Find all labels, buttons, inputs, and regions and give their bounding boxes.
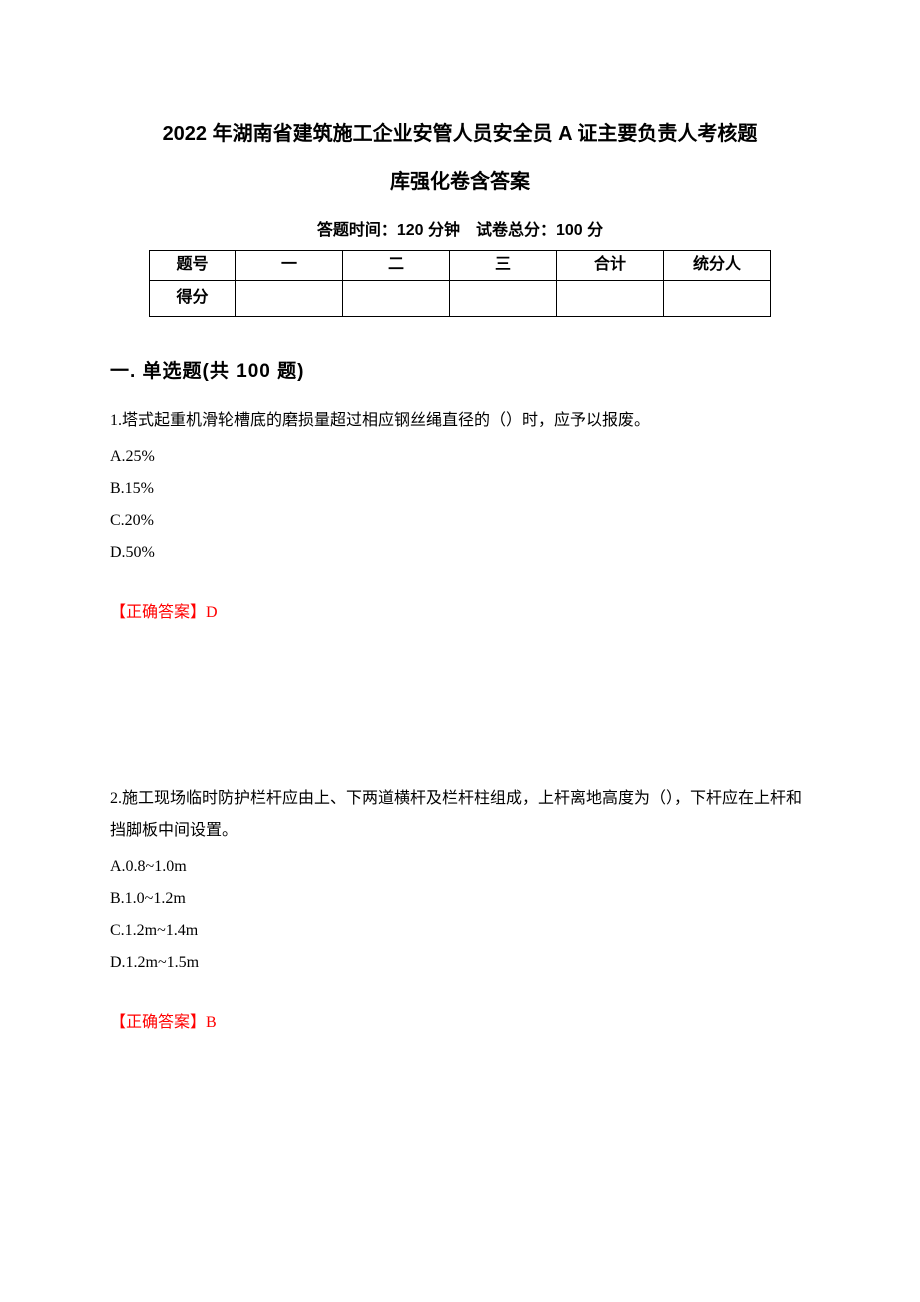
score-cell [343, 280, 450, 316]
score-cell [664, 280, 771, 316]
option: B.1.0~1.2m [110, 883, 810, 915]
table-row: 题号 一 二 三 合计 统分人 [150, 250, 771, 280]
question-block: 1.塔式起重机滑轮槽底的磨损量超过相应钢丝绳直径的（）时，应予以报废。 A.25… [110, 405, 810, 629]
question-block: 2.施工现场临时防护栏杆应由上、下两道横杆及栏杆柱组成，上杆离地高度为（），下杆… [110, 783, 810, 1039]
spacer [110, 653, 810, 783]
exam-title-line2: 库强化卷含答案 [110, 158, 810, 206]
option: D.50% [110, 537, 810, 569]
score-table: 题号 一 二 三 合计 统分人 得分 [149, 250, 771, 317]
score-cell [236, 280, 343, 316]
col-header: 一 [236, 250, 343, 280]
option: A.0.8~1.0m [110, 851, 810, 883]
answer: 【正确答案】D [110, 597, 810, 629]
option: D.1.2m~1.5m [110, 947, 810, 979]
row-label: 题号 [150, 250, 236, 280]
col-header: 统分人 [664, 250, 771, 280]
question-text: 2.施工现场临时防护栏杆应由上、下两道横杆及栏杆柱组成，上杆离地高度为（），下杆… [110, 783, 810, 847]
section-heading: 一. 单选题(共 100 题) [110, 357, 810, 387]
col-header: 合计 [557, 250, 664, 280]
option: C.20% [110, 505, 810, 537]
col-header: 二 [343, 250, 450, 280]
table-row: 得分 [150, 280, 771, 316]
score-cell [557, 280, 664, 316]
col-header: 三 [450, 250, 557, 280]
option: C.1.2m~1.4m [110, 915, 810, 947]
option: A.25% [110, 441, 810, 473]
score-cell [450, 280, 557, 316]
question-text: 1.塔式起重机滑轮槽底的磨损量超过相应钢丝绳直径的（）时，应予以报废。 [110, 405, 810, 437]
exam-title-line1: 2022 年湖南省建筑施工企业安管人员安全员 A 证主要负责人考核题 [110, 110, 810, 158]
row-label: 得分 [150, 280, 236, 316]
option: B.15% [110, 473, 810, 505]
exam-info: 答题时间：120 分钟 试卷总分：100 分 [110, 218, 810, 244]
answer: 【正确答案】B [110, 1007, 810, 1039]
